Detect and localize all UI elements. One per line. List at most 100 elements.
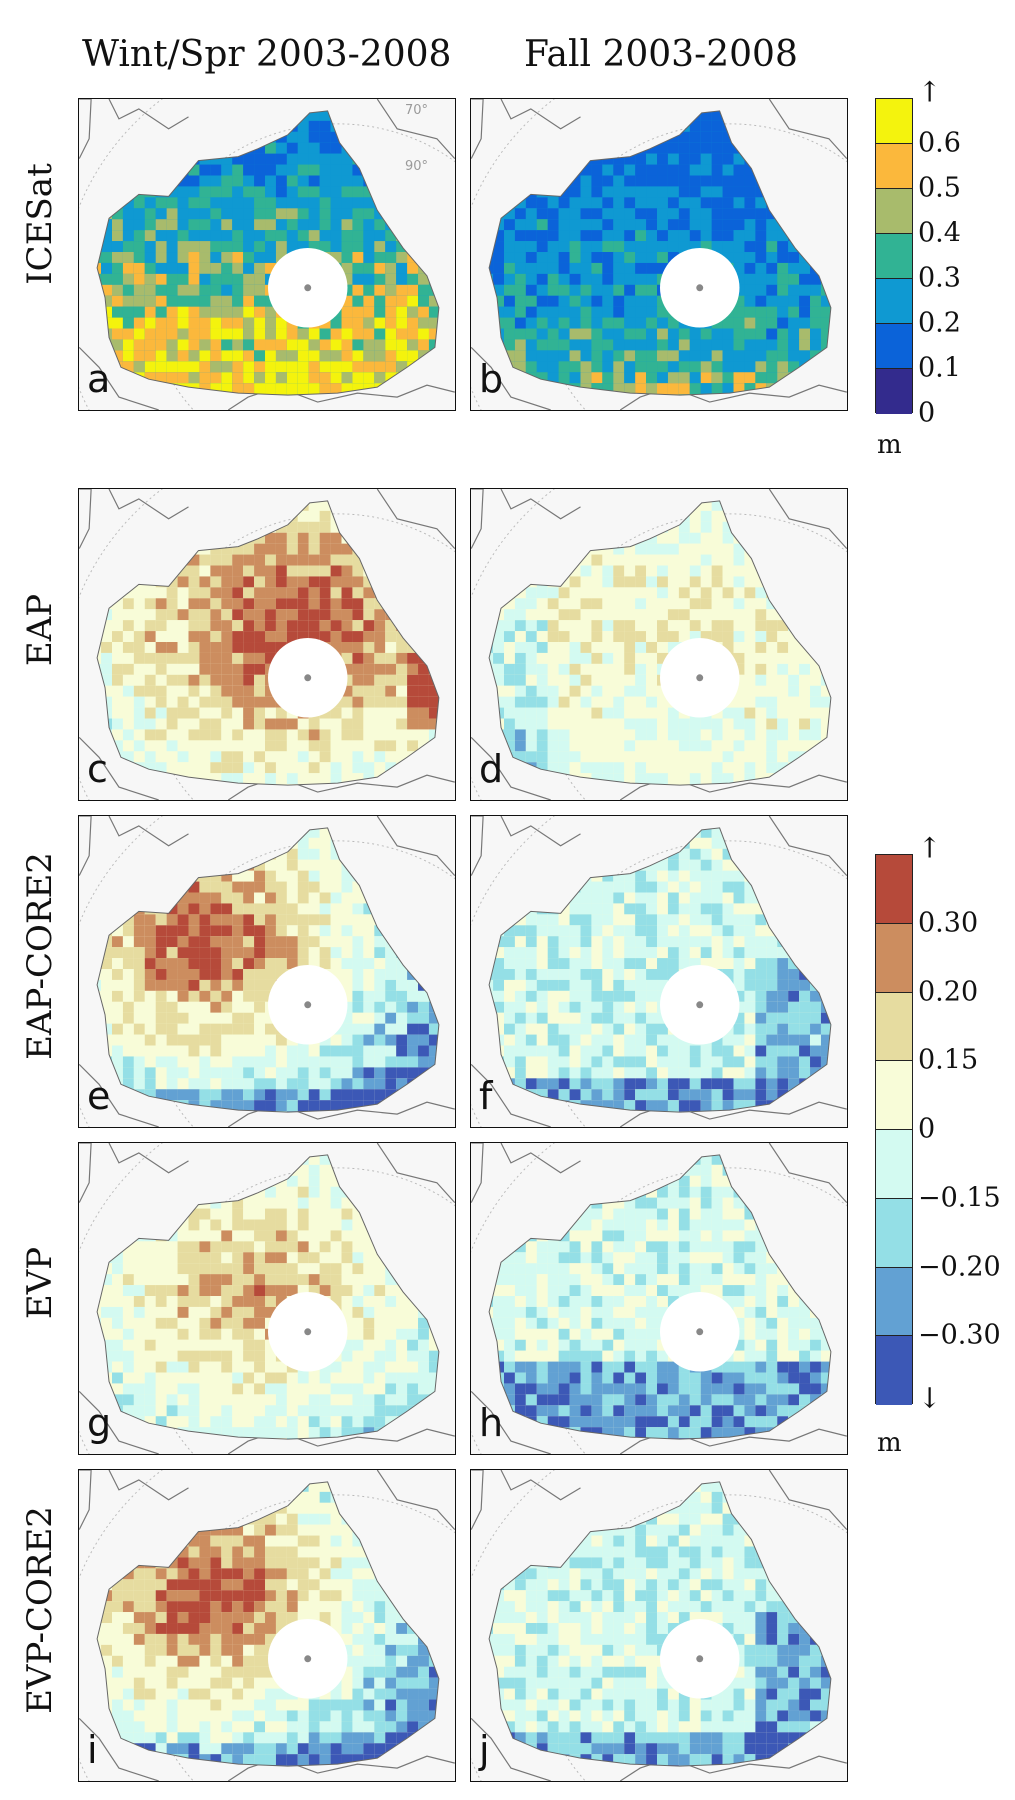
colorbar-swatch <box>876 1061 912 1130</box>
panel-letter: b <box>479 357 504 401</box>
colorbar-tick-label: 0.6 <box>918 127 961 159</box>
colorbar-swatch <box>876 1336 912 1405</box>
map-panel-i: i <box>78 1469 456 1782</box>
colorbar-swatch <box>876 992 912 1062</box>
coastline <box>79 489 455 800</box>
colorbar-thickness-up-arrow: ↑ <box>918 75 942 109</box>
map-panel-e: e <box>78 815 456 1128</box>
latitude-circle <box>148 1167 455 1454</box>
panel-letter: f <box>479 1074 493 1118</box>
map-panel-d: d <box>470 488 848 801</box>
coastline <box>79 816 455 1127</box>
panel-letter: j <box>479 1728 490 1772</box>
coastline <box>79 1470 455 1781</box>
latitude-circle <box>148 513 455 800</box>
colorbar-swatch <box>876 1198 912 1268</box>
colorbar-difference <box>875 854 913 1405</box>
column-title-fall: Fall 2003-2008 <box>524 34 798 75</box>
pole-marker <box>304 1001 312 1009</box>
colorbar-tick-label: 0.3 <box>918 262 961 294</box>
latitude-circle <box>540 513 847 800</box>
panel-letter: d <box>479 747 504 791</box>
colorbar-tick-label: −0.20 <box>918 1251 1001 1282</box>
colorbar-thickness-unit: m <box>877 430 902 460</box>
colorbar-tick-label: −0.15 <box>918 1182 1001 1214</box>
row-label-icesat: ICESat <box>20 163 60 285</box>
panel-letter: g <box>87 1401 112 1445</box>
colorbar-tick-label: 0 <box>918 397 936 429</box>
colorbar-swatch <box>876 324 912 369</box>
colorbar-swatch <box>876 279 912 324</box>
colorbar-tick-label: 0.4 <box>918 217 961 249</box>
colorbar-swatch <box>876 923 912 993</box>
ice-field <box>97 1154 439 1440</box>
map-svg <box>79 816 455 1127</box>
colorbar-tick-label: −0.30 <box>918 1319 1001 1351</box>
latitude-circle <box>540 840 847 1127</box>
map-svg <box>471 1470 847 1781</box>
map-svg <box>471 489 847 800</box>
pole-marker <box>304 674 312 682</box>
colorbar-difference-down-arrow: ↓ <box>918 1381 942 1415</box>
row-label-eap-core2: EAP-CORE2 <box>20 852 60 1060</box>
ice-field <box>489 500 831 786</box>
colorbar-difference-unit: m <box>877 1428 902 1458</box>
column-title-winter-spring: Wint/Spr 2003-2008 <box>82 34 452 75</box>
coastline <box>471 489 847 800</box>
coastline <box>79 99 455 410</box>
map-panel-a: a 70° 90° <box>78 98 456 411</box>
ice-field <box>97 500 439 786</box>
map-panel-f: f <box>470 815 848 1128</box>
map-panel-j: j <box>470 1469 848 1782</box>
ice-field <box>97 1481 439 1767</box>
map-svg <box>79 1470 455 1781</box>
ice-field <box>97 827 439 1113</box>
row-label-evp: EVP <box>20 1246 60 1320</box>
ice-field <box>489 1481 831 1767</box>
colorbar-swatch <box>876 144 912 189</box>
map-svg <box>471 99 847 410</box>
latitude-circle <box>540 123 847 410</box>
colorbar-swatch <box>876 855 912 924</box>
ice-field <box>97 110 439 396</box>
map-svg <box>79 489 455 800</box>
latitude-circle <box>540 1494 847 1781</box>
colorbar-swatch <box>876 1267 912 1337</box>
pole-marker <box>304 284 312 292</box>
colorbar-swatch <box>876 1130 912 1199</box>
coastline <box>471 1143 847 1454</box>
panel-letter: e <box>87 1074 111 1118</box>
coastline <box>471 99 847 410</box>
latitude-circle <box>148 840 455 1127</box>
panel-letter: i <box>87 1728 98 1772</box>
pole-marker <box>304 1328 312 1336</box>
map-panel-g: g <box>78 1142 456 1455</box>
colorbar-tick-label: 0.15 <box>918 1044 979 1076</box>
colorbar-swatch <box>876 234 912 279</box>
map-panel-b: b <box>470 98 848 411</box>
coastline <box>471 816 847 1127</box>
map-svg <box>471 816 847 1127</box>
pole-marker <box>696 1655 704 1663</box>
coastline <box>471 1470 847 1781</box>
colorbar-tick-label: 0.20 <box>918 976 979 1007</box>
map-svg <box>79 99 455 410</box>
colorbar-thickness <box>875 98 913 414</box>
latitude-label-90: 90° <box>405 159 429 174</box>
panel-letter: h <box>479 1401 504 1445</box>
colorbar-swatch <box>876 369 912 414</box>
ice-field <box>489 1154 831 1440</box>
pole-marker <box>304 1655 312 1663</box>
map-svg <box>79 1143 455 1454</box>
pole-marker <box>696 674 704 682</box>
coastline <box>79 1143 455 1454</box>
colorbar-difference-up-arrow: ↑ <box>918 831 942 865</box>
latitude-circle <box>540 1167 847 1454</box>
colorbar-swatch <box>876 99 912 144</box>
panel-letter: c <box>87 747 108 791</box>
colorbar-tick-label: 0.30 <box>918 907 979 939</box>
panel-letter: a <box>87 357 111 401</box>
pole-marker <box>696 284 704 292</box>
ice-field <box>489 827 831 1113</box>
pole-marker <box>696 1001 704 1009</box>
